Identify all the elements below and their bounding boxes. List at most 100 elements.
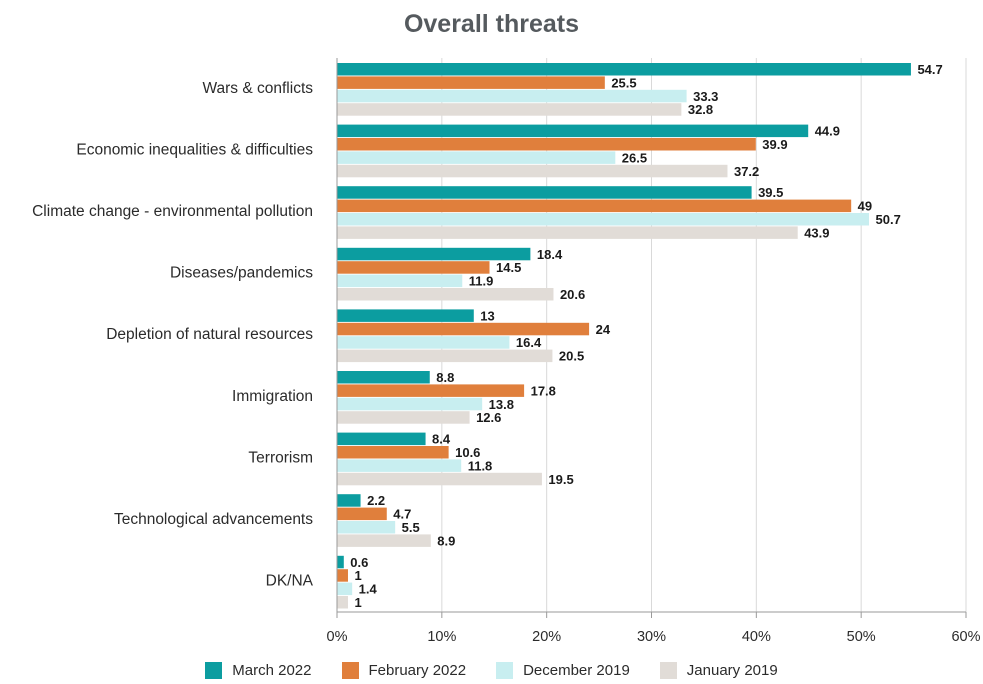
data-label: 1: [354, 595, 361, 610]
legend-swatch: [205, 662, 223, 679]
legend-swatch: [341, 662, 359, 679]
bar: [337, 582, 353, 596]
data-label: 4.7: [393, 507, 411, 522]
data-label: 12.6: [476, 410, 501, 425]
bar: [337, 186, 752, 199]
data-label: 8.4: [432, 432, 451, 447]
bar: [337, 288, 554, 301]
data-label: 13: [480, 308, 494, 323]
bar: [337, 309, 474, 322]
bar: [337, 322, 590, 336]
bar: [337, 89, 687, 103]
data-label: 24: [596, 322, 611, 337]
data-label: 10.6: [455, 445, 480, 460]
data-label: 1.4: [359, 582, 378, 597]
legend-label: March 2022: [232, 662, 312, 679]
data-label: 20.5: [559, 349, 584, 364]
bar: [337, 494, 361, 507]
category-label: Terrorism: [248, 449, 313, 466]
bar: [337, 247, 531, 261]
category-label: Depletion of natural resources: [106, 326, 313, 343]
data-label: 20.6: [560, 287, 585, 302]
bar: [337, 384, 525, 397]
legend-item: February 2022: [341, 662, 467, 679]
bar: [337, 596, 348, 609]
bar: [337, 274, 463, 288]
data-label: 5.5: [402, 520, 420, 535]
x-tick-label: 20%: [532, 629, 561, 645]
bar: [337, 261, 490, 274]
bar: [337, 411, 470, 424]
data-label: 19.5: [548, 472, 573, 487]
data-label: 32.8: [688, 102, 713, 117]
data-label: 33.3: [693, 89, 718, 104]
x-tick-label: 60%: [951, 629, 980, 645]
legend-label: February 2022: [368, 662, 467, 679]
legend-item: March 2022: [205, 662, 312, 679]
data-label: 54.7: [917, 62, 942, 77]
x-tick-label: 40%: [742, 629, 771, 645]
category-label: Wars & conflicts: [202, 80, 313, 97]
bar: [337, 199, 852, 213]
bar: [337, 164, 728, 178]
category-label: Technological advancements: [114, 511, 313, 528]
data-label: 17.8: [531, 383, 556, 398]
data-label: 8.9: [437, 533, 455, 548]
bar: [337, 371, 430, 384]
bar: [337, 124, 809, 138]
bar: [337, 103, 682, 116]
legend-label: December 2019: [523, 662, 630, 679]
bar: [337, 446, 449, 459]
category-label: DK/NA: [266, 573, 314, 590]
bar-chart: 54.7 25.5 33.332.8 44.9 39.9 26.5 37.2 39.5 49 50…: [32, 58, 981, 645]
bar: [337, 521, 396, 534]
legend: March 2022 February 2022 December 2019 Janu…: [0, 662, 983, 679]
data-label: 43.9: [804, 225, 829, 240]
bar: [337, 226, 798, 239]
x-tick-label: 10%: [427, 629, 456, 645]
category-label: Immigration: [232, 388, 313, 405]
data-label: 25.5: [611, 75, 636, 90]
x-axis-ticks: 0% 10% 20% 30% 40% 50% 60%: [327, 612, 981, 645]
bar: [337, 507, 387, 521]
data-label: 8.8: [436, 370, 454, 385]
legend-swatch: [659, 662, 677, 679]
bar: [337, 151, 616, 164]
bar: [337, 63, 911, 76]
data-label: 26.5: [622, 150, 647, 165]
category-label: Climate change - environmental pollution: [32, 203, 313, 220]
data-label: 37.2: [734, 164, 759, 179]
data-label: 39.9: [762, 137, 787, 152]
bar: [337, 397, 483, 411]
data-label: 50.7: [876, 212, 901, 227]
bars: 54.7 25.5 33.332.8 44.9 39.9 26.5 37.2 39.5 49 50…: [337, 62, 943, 610]
x-tick-label: 50%: [847, 629, 876, 645]
bar: [337, 569, 348, 582]
data-label: 49: [858, 199, 872, 214]
data-label: 18.4: [537, 247, 563, 262]
bar: [337, 472, 542, 486]
x-tick-label: 0%: [327, 629, 348, 645]
legend-swatch: [496, 662, 514, 679]
chart-title: Overall threats: [403, 10, 580, 38]
data-label: 1: [354, 568, 361, 583]
data-label: 39.5: [758, 185, 783, 200]
data-label: 16.4: [516, 335, 542, 350]
bar: [337, 432, 426, 446]
legend-item: January 2019: [659, 662, 778, 679]
data-label: 11.9: [469, 274, 494, 289]
bar: [337, 213, 870, 226]
data-label: 13.8: [489, 397, 514, 412]
bar: [337, 138, 756, 151]
bar: [337, 349, 553, 363]
bar: [337, 534, 431, 547]
legend-item: December 2019: [496, 662, 630, 679]
bar: [337, 76, 605, 89]
data-label: 2.2: [367, 493, 385, 508]
bar: [337, 336, 510, 349]
category-label: Economic inequalities & difficulties: [76, 141, 313, 158]
legend-label: January 2019: [686, 662, 778, 679]
data-label: 44.9: [815, 124, 840, 139]
bar: [337, 555, 344, 569]
category-label: Diseases/pandemics: [170, 265, 313, 282]
